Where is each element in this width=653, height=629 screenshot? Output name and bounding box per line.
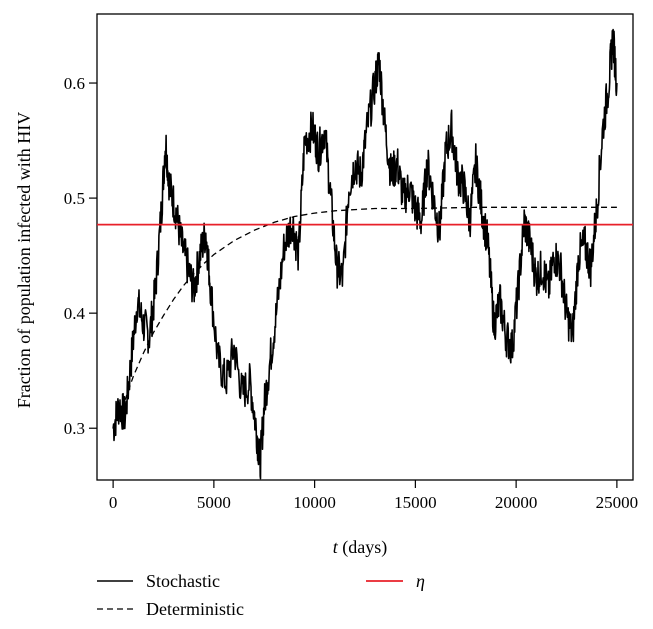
- series-layer: [97, 28, 633, 480]
- plot-frame: [96, 13, 634, 481]
- y-tick-label: 0.5: [64, 189, 85, 208]
- x-tick-label: 5000: [197, 493, 231, 512]
- x-tick-label: 20000: [495, 493, 538, 512]
- x-tick-label: 0: [109, 493, 118, 512]
- y-axis-ticks: 0.3 0.4 0.5 0.6: [64, 74, 97, 438]
- x-axis-label-italic: t: [333, 537, 339, 557]
- series-deterministic-line: [112, 206, 617, 429]
- x-tick-label: 15000: [394, 493, 437, 512]
- x-tick-label: 25000: [596, 493, 639, 512]
- x-axis-label-rest: (days): [338, 537, 387, 558]
- legend-eta-label: η: [416, 571, 425, 591]
- legend-stochastic-label: Stochastic: [146, 571, 220, 591]
- y-tick-label: 0.3: [64, 419, 85, 438]
- x-tick-label: 10000: [293, 493, 336, 512]
- series-stochastic-line: [112, 28, 618, 480]
- y-tick-label: 0.4: [64, 304, 86, 323]
- y-axis-label: Fraction of population infected with HIV: [14, 112, 34, 408]
- x-axis-label: t (days): [333, 537, 388, 558]
- x-axis-ticks: 0 5000 10000 15000 20000 25000: [109, 480, 638, 512]
- y-tick-label: 0.6: [64, 74, 85, 93]
- legend: Stochastic Deterministic η: [97, 571, 425, 619]
- legend-deterministic-label: Deterministic: [146, 599, 244, 619]
